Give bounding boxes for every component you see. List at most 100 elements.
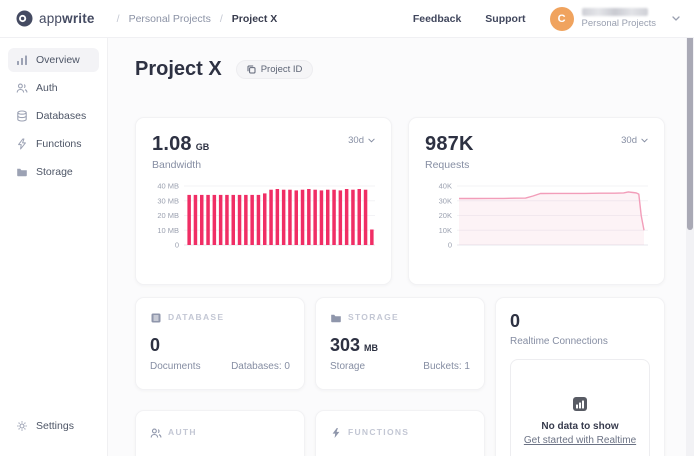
functions-card[interactable]: FUNCTIONS <box>315 410 485 456</box>
requests-card: 987K Requests 30d 0 10K 20K 30K 40K <box>408 117 665 285</box>
no-data-text: No data to show <box>541 421 619 432</box>
users-icon <box>16 82 28 94</box>
realtime-connections-count: 0 <box>510 311 521 331</box>
bandwidth-card-top: 1.08 GB Bandwidth 30d <box>152 133 375 171</box>
storage-card-title: STORAGE <box>348 312 399 322</box>
sidebar-spacer <box>8 188 99 414</box>
project-id-badge[interactable]: Project ID <box>235 60 314 79</box>
svg-text:40K: 40K <box>439 182 452 191</box>
requests-metric: 987K Requests <box>425 133 474 171</box>
requests-value: 987K <box>425 133 474 155</box>
database-card-header: DATABASE <box>150 311 290 323</box>
database-card-footer: Documents Databases: 0 <box>150 361 290 372</box>
functions-card-header: FUNCTIONS <box>330 426 470 438</box>
feedback-button[interactable]: Feedback <box>412 12 462 25</box>
storage-label: Storage <box>330 361 366 372</box>
requests-label: Requests <box>425 159 470 171</box>
breadcrumb-separator: / <box>219 12 223 25</box>
requests-card-top: 987K Requests 30d <box>425 133 648 171</box>
database-icon <box>150 311 162 323</box>
gear-icon <box>16 420 28 432</box>
account-menu[interactable]: C Personal Projects <box>549 6 680 31</box>
sidebar-item-label: Functions <box>36 138 82 150</box>
lightning-icon <box>16 138 28 150</box>
auth-card[interactable]: AUTH <box>135 410 305 456</box>
svg-text:30K: 30K <box>439 196 452 205</box>
page-header: Project X Project ID <box>135 58 694 81</box>
realtime-empty-state: No data to show Get started with Realtim… <box>510 359 650 456</box>
project-id-badge-label: Project ID <box>260 64 303 75</box>
sidebar-item-databases[interactable]: Databases <box>8 104 99 128</box>
account-info: Personal Projects <box>581 8 656 29</box>
svg-text:0: 0 <box>448 241 452 250</box>
scrollbar-thumb[interactable] <box>687 2 693 230</box>
database-card-title: DATABASE <box>168 312 225 322</box>
scrollbar-track[interactable] <box>686 0 694 456</box>
svg-text:40 MB: 40 MB <box>157 182 179 191</box>
bandwidth-card: 1.08 GB Bandwidth 30d 0 10 MB 20 MB 30 MB 40… <box>135 117 392 285</box>
page-title: Project X <box>135 58 222 80</box>
sidebar-item-label: Auth <box>36 82 58 94</box>
auth-card-title: AUTH <box>168 427 197 437</box>
svg-text:10K: 10K <box>439 226 452 235</box>
appwrite-logo-icon <box>16 10 33 27</box>
realtime-connections-label: Realtime Connections <box>510 336 608 347</box>
support-button[interactable]: Support <box>485 12 526 25</box>
bandwidth-metric: 1.08 GB Bandwidth <box>152 133 209 171</box>
storage-value: 303 <box>330 335 361 355</box>
folder-icon <box>16 166 28 178</box>
svg-text:20K: 20K <box>439 211 452 220</box>
svg-text:30 MB: 30 MB <box>157 196 179 205</box>
storage-unit: MB <box>364 343 379 353</box>
breadcrumb-personal-projects[interactable]: Personal Projects <box>128 12 211 25</box>
topbar-right: Feedback Support C Personal Projects <box>412 6 680 31</box>
bandwidth-label: Bandwidth <box>152 159 202 171</box>
breadcrumb: / Personal Projects / Project X <box>117 13 278 25</box>
appwrite-logo[interactable]: appwrite <box>16 10 95 27</box>
main-content: Project X Project ID 1.08 GB Bandwidth 3… <box>108 38 694 456</box>
svg-text:20 MB: 20 MB <box>157 211 179 220</box>
storage-card[interactable]: STORAGE 303 MB Storage Buckets: 1 <box>315 297 485 390</box>
databases-count: Databases: 0 <box>231 361 290 372</box>
sidebar-item-auth[interactable]: Auth <box>8 76 99 100</box>
svg-text:0: 0 <box>175 241 179 250</box>
realtime-card: 0 Realtime Connections No data to show G… <box>495 297 665 456</box>
requests-chart: 0 10K 20K 30K 40K <box>439 182 648 250</box>
sidebar-item-label: Storage <box>36 166 73 178</box>
top-bar: appwrite / Personal Projects / Project X… <box>0 0 694 38</box>
avatar[interactable]: C <box>549 6 574 31</box>
sidebar-item-label: Overview <box>36 54 80 66</box>
sidebar-item-functions[interactable]: Functions <box>8 132 99 156</box>
sidebar-item-settings[interactable]: Settings <box>8 414 99 438</box>
sidebar-item-label: Databases <box>36 110 87 122</box>
bandwidth-chart: 0 10 MB 20 MB 30 MB 40 MB <box>157 182 375 250</box>
lightning-icon <box>330 426 342 438</box>
get-started-realtime-link[interactable]: Get started with Realtime <box>523 435 637 446</box>
database-icon <box>16 110 28 122</box>
bandwidth-range-dropdown[interactable]: 30d <box>348 133 375 146</box>
account-org-label: Personal Projects <box>581 18 656 29</box>
sidebar-item-storage[interactable]: Storage <box>8 160 99 184</box>
breadcrumb-separator: / <box>116 12 120 25</box>
appwrite-wordmark: appwrite <box>39 11 95 26</box>
sidebar: Overview Auth Databases Functions Storag… <box>0 38 108 456</box>
bar-chart-icon <box>16 54 28 66</box>
buckets-count: Buckets: 1 <box>423 361 470 372</box>
functions-card-title: FUNCTIONS <box>348 427 410 437</box>
chevron-down-icon <box>641 138 648 143</box>
folder-icon <box>330 311 342 323</box>
users-icon <box>150 426 162 438</box>
bar-chart-icon <box>573 397 587 411</box>
svg-text:10 MB: 10 MB <box>157 226 179 235</box>
sidebar-item-label: Settings <box>36 420 74 432</box>
storage-card-footer: Storage Buckets: 1 <box>330 361 470 372</box>
documents-count: 0 <box>150 335 161 355</box>
breadcrumb-project-x[interactable]: Project X <box>231 12 278 25</box>
storage-card-header: STORAGE <box>330 311 470 323</box>
database-card[interactable]: DATABASE 0 Documents Databases: 0 <box>135 297 305 390</box>
requests-range-dropdown[interactable]: 30d <box>621 133 648 146</box>
documents-label: Documents <box>150 361 201 372</box>
sidebar-item-overview[interactable]: Overview <box>8 48 99 72</box>
account-name-redacted <box>581 8 648 16</box>
